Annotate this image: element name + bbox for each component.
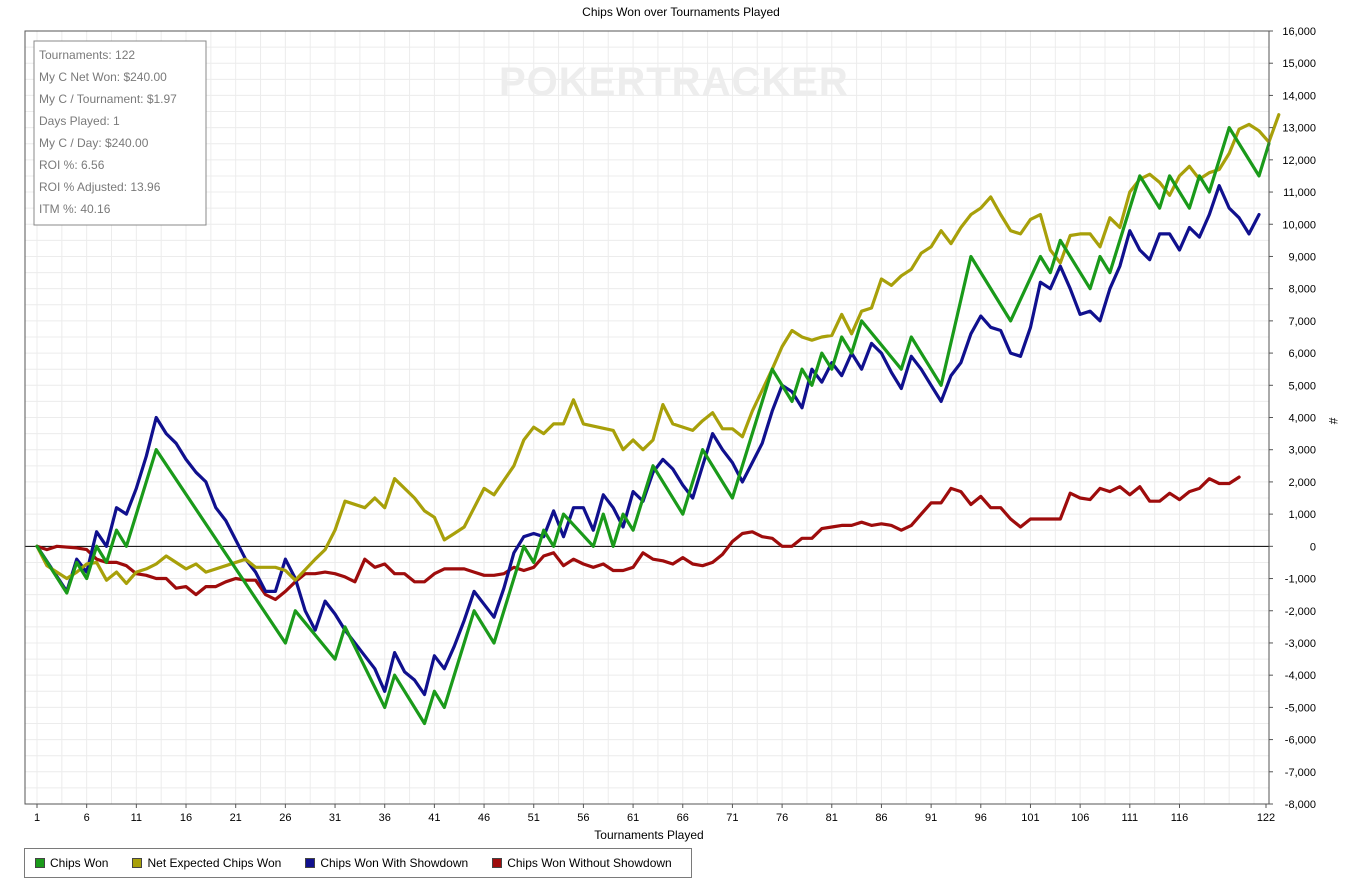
stats-line: ROI % Adjusted: 13.96 — [39, 180, 161, 194]
x-tick-label: 56 — [577, 812, 589, 824]
y-tick-label: 14,000 — [1282, 90, 1316, 102]
x-tick-label: 71 — [726, 812, 738, 824]
y-axis-label: # — [1326, 418, 1340, 425]
legend-swatch — [35, 858, 45, 868]
x-tick-label: 26 — [279, 812, 291, 824]
series-line-net-expected-chips-won — [35, 113, 1281, 585]
x-tick-label: 51 — [528, 812, 540, 824]
stats-line: My C / Day: $240.00 — [39, 136, 149, 150]
x-tick-label: 61 — [627, 812, 639, 824]
stats-line: ITM %: 40.16 — [39, 202, 111, 216]
y-tick-label: -7,000 — [1285, 767, 1316, 779]
x-tick-label: 16 — [180, 812, 192, 824]
y-tick-label: 4,000 — [1288, 413, 1316, 425]
x-axis: 1 6 11 16 21 26 31 36 41 46 51 56 61 66 71 76 81 86 91 96 10… — [34, 804, 1275, 824]
legend: Chips Won Net Expected Chips Won Chips Won… — [24, 848, 692, 878]
x-tick-label: 96 — [975, 812, 987, 824]
y-tick-label: -5,000 — [1285, 702, 1316, 714]
series-line-chips-won — [35, 126, 1271, 726]
x-tick-label: 101 — [1021, 812, 1039, 824]
y-tick-label: 16,000 — [1282, 26, 1316, 38]
series-lines — [35, 113, 1281, 726]
x-tick-label: 106 — [1071, 812, 1089, 824]
x-tick-label: 76 — [776, 812, 788, 824]
x-tick-label: 41 — [428, 812, 440, 824]
y-tick-label: -4,000 — [1285, 670, 1316, 682]
stats-line: Tournaments: 122 — [39, 48, 135, 62]
x-tick-label: 81 — [826, 812, 838, 824]
chart-plot: POKERTRACKER 1 6 11 16 21 26 31 36 41 46 51 56 61 66 7… — [24, 26, 1340, 842]
y-tick-label: 1,000 — [1288, 509, 1316, 521]
x-tick-label: 86 — [875, 812, 887, 824]
y-tick-label: 10,000 — [1282, 219, 1316, 231]
y-tick-label: 8,000 — [1288, 284, 1316, 296]
series-line-chips-won-without-showdown — [35, 475, 1241, 602]
legend-item: Net Expected Chips Won — [132, 856, 281, 870]
watermark: POKERTRACKER — [499, 60, 849, 104]
series-line-chips-won-with-showdown — [35, 184, 1261, 697]
legend-label: Chips Won With Showdown — [320, 856, 469, 870]
legend-item: Chips Won Without Showdown — [492, 856, 672, 870]
stats-line: My C / Tournament: $1.97 — [39, 92, 177, 106]
y-tick-label: 5,000 — [1288, 380, 1316, 392]
x-tick-label: 6 — [84, 812, 90, 824]
y-tick-label: 9,000 — [1288, 251, 1316, 263]
y-tick-label: 3,000 — [1288, 445, 1316, 457]
watermark-text: POKERTRACKER — [499, 60, 849, 104]
x-tick-label: 11 — [131, 812, 142, 824]
legend-label: Net Expected Chips Won — [147, 856, 282, 870]
stats-line: Days Played: 1 — [39, 114, 120, 128]
stats-line: My C Net Won: $240.00 — [39, 70, 167, 84]
y-tick-label: 2,000 — [1288, 477, 1316, 489]
y-tick-label: -2,000 — [1285, 606, 1316, 618]
x-tick-label: 46 — [478, 812, 490, 824]
x-tick-label: 111 — [1121, 812, 1138, 824]
x-tick-label: 66 — [677, 812, 689, 824]
x-tick-label: 122 — [1257, 812, 1275, 824]
x-tick-label: 116 — [1171, 812, 1189, 824]
legend-swatch — [132, 858, 143, 868]
x-tick-label: 21 — [230, 812, 242, 824]
legend-label: Chips Won — [50, 856, 109, 870]
stats-box: Tournaments: 122 My C Net Won: $240.00 My … — [33, 40, 207, 226]
x-tick-label: 31 — [329, 812, 341, 824]
legend-item: Chips Won With Showdown — [305, 856, 468, 870]
x-tick-label: 91 — [925, 812, 937, 824]
y-tick-label: 11,000 — [1283, 187, 1316, 199]
legend-item: Chips Won — [35, 856, 108, 870]
legend-swatch — [305, 858, 316, 868]
x-tick-label: 1 — [34, 812, 40, 824]
stats-line: ROI %: 6.56 — [39, 158, 105, 172]
stats-box-frame — [33, 40, 207, 226]
y-tick-label: 6,000 — [1288, 348, 1316, 360]
x-tick-label: 36 — [379, 812, 391, 824]
legend-swatch — [492, 858, 503, 868]
y-tick-label: 15,000 — [1282, 58, 1316, 70]
chart-title: Chips Won over Tournaments Played — [582, 5, 780, 19]
y-tick-label: -3,000 — [1285, 638, 1316, 650]
y-tick-label: -1,000 — [1285, 574, 1316, 586]
y-tick-label: 13,000 — [1282, 123, 1316, 135]
y-tick-label: -8,000 — [1285, 799, 1316, 811]
y-tick-label: -6,000 — [1285, 735, 1316, 747]
y-axis: -8,000 -7,000 -6,000 -5,000 -4,000 -3,000 -2,0… — [1269, 26, 1316, 811]
legend-label: Chips Won Without Showdown — [507, 856, 672, 870]
x-axis-label: Tournaments Played — [594, 828, 703, 842]
y-tick-label: 12,000 — [1282, 155, 1316, 167]
y-tick-label: 7,000 — [1288, 316, 1316, 328]
y-tick-label: 0 — [1310, 541, 1316, 553]
